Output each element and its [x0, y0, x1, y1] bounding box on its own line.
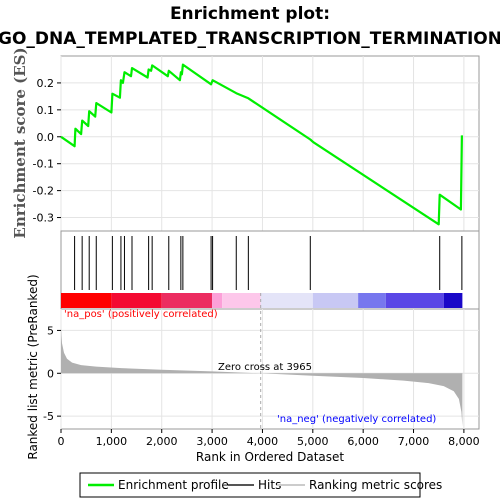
legend-label-metric: Ranking metric scores [309, 478, 442, 492]
ranking-color-bar [61, 293, 463, 308]
es-panel: 0.2 0.1 0.0 -0.1 -0.2 -0.3 Enrichment score (… [11, 47, 480, 239]
title-line-1: Enrichment plot: [170, 4, 330, 24]
es-grid [60, 56, 479, 231]
es-profile [60, 63, 463, 226]
enrichment-profile-line [60, 63, 463, 226]
zero-cross-label: Zero cross at 3965 [218, 362, 312, 373]
color-band [260, 293, 313, 308]
es-y-tick-label: -0.2 [33, 185, 54, 198]
x-tick-label: 2,000 [146, 435, 178, 448]
legend-label-hits: Hits [258, 478, 281, 492]
color-band [443, 293, 463, 308]
metric-y-tick-label: -5 [43, 410, 54, 423]
color-band [61, 293, 112, 308]
x-tick-label: 6,000 [347, 435, 379, 448]
es-y-tick-label: 0.2 [37, 77, 55, 90]
neg-correlated-label: 'na_neg' (negatively correlated) [277, 414, 436, 425]
x-tick-label: 4,000 [247, 435, 279, 448]
color-band [385, 293, 444, 308]
color-band [222, 293, 261, 308]
metric-y-axis-label: Ranked list metric (PreRanked) [26, 274, 40, 459]
x-tick-label: 3,000 [196, 435, 228, 448]
metric-area [61, 328, 463, 427]
color-band [312, 293, 359, 308]
title-line-2: GO_DNA_TEMPLATED_TRANSCRIPTION_TERMINATI… [0, 29, 500, 49]
x-tick-label: 5,000 [297, 435, 329, 448]
hits-panel [60, 230, 480, 310]
es-y-tick-label: -0.3 [33, 212, 54, 225]
x-tick-label: 1,000 [96, 435, 128, 448]
metric-y-tick-label: 5 [47, 324, 54, 337]
ranked-metric-area [61, 328, 463, 427]
es-y-tick-label: -0.1 [33, 158, 54, 171]
es-y-axis-label: Enrichment score (ES) [11, 47, 29, 238]
x-axis-label: Rank in Ordered Dataset [196, 450, 344, 464]
color-band [358, 293, 386, 308]
color-band [212, 293, 223, 308]
metric-y-tick-label: 0 [47, 367, 54, 380]
x-tick-label: 7,000 [398, 435, 430, 448]
metric-y-axis: 5 0 -5 [43, 324, 61, 423]
metric-x-axis: 0 1,000 2,000 3,000 4,000 5,000 6,000 7,000 8,00… [58, 429, 480, 448]
hit-markers [74, 236, 463, 290]
es-y-tick-label: 0.1 [37, 104, 55, 117]
pos-correlated-label: 'na_pos' (positively correlated) [64, 309, 218, 320]
x-tick-label: 8,000 [448, 435, 480, 448]
x-tick-label: 0 [58, 435, 65, 448]
es-y-axis: 0.2 0.1 0.0 -0.1 -0.2 -0.3 [33, 77, 61, 225]
legend-label-enrichment: Enrichment profile [118, 478, 229, 492]
color-band [111, 293, 162, 308]
es-plot-frame [60, 55, 480, 232]
color-band [161, 293, 213, 308]
metric-panel: 5 0 -5 0 1,000 2,000 3,000 4,000 5,000 6,000 7,00… [26, 274, 480, 464]
es-y-tick-label: 0.0 [37, 131, 55, 144]
legend: Enrichment profile Hits Ranking metric s… [79, 472, 442, 498]
